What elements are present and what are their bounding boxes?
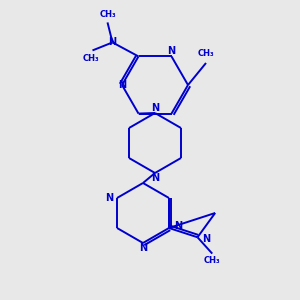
Text: CH₃: CH₃: [204, 256, 220, 265]
Text: CH₃: CH₃: [82, 54, 99, 63]
Text: N: N: [202, 234, 211, 244]
Text: N: N: [174, 221, 182, 231]
Text: N: N: [139, 243, 147, 253]
Text: N: N: [108, 38, 117, 47]
Text: CH₃: CH₃: [198, 50, 214, 58]
Text: N: N: [105, 193, 113, 203]
Text: CH₃: CH₃: [99, 10, 116, 19]
Text: N: N: [118, 80, 126, 90]
Text: N: N: [167, 46, 175, 56]
Text: N: N: [151, 103, 159, 113]
Text: N: N: [151, 173, 159, 183]
